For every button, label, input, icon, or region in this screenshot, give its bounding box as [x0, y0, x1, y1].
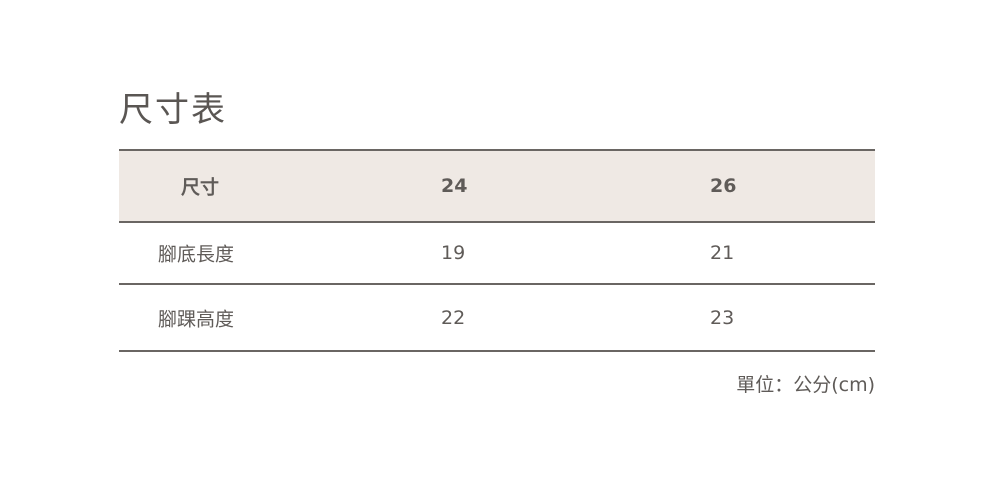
unit-note: 單位：公分(cm) — [736, 374, 875, 396]
row-label: 腳底長度 — [158, 243, 235, 266]
table-cell: 21 — [710, 242, 735, 264]
header-cell-24: 24 — [441, 175, 468, 197]
table-header-row: 尺寸 24 26 — [119, 149, 875, 223]
table-cell: 23 — [710, 306, 735, 329]
table-row: 腳踝高度 22 23 — [119, 285, 875, 352]
size-table: 尺寸 24 26 腳底長度 19 21 腳踝高度 22 23 — [119, 149, 875, 352]
header-cell-size: 尺寸 — [181, 176, 220, 199]
row-label: 腳踝高度 — [158, 308, 235, 330]
table-cell: 22 — [441, 306, 466, 329]
header-cell-26: 26 — [710, 175, 737, 197]
table-cell: 19 — [441, 242, 466, 264]
table-row: 腳底長度 19 21 — [119, 223, 875, 285]
page-title: 尺寸表 — [119, 90, 227, 130]
